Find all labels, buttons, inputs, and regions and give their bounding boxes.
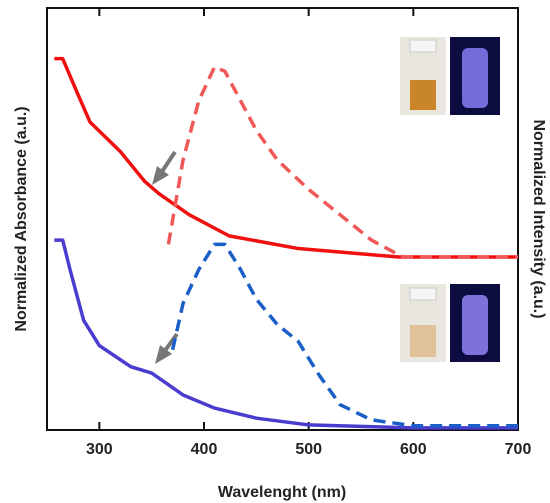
y2-axis-label: Normalized Intensity (a.u.) (530, 119, 547, 318)
line (54, 240, 518, 428)
x-tick-label: 700 (505, 441, 532, 458)
plot-frame (47, 8, 518, 430)
x-axis-label: Wavelenght (nm) (218, 484, 346, 501)
chart: Wavelenght (nm) Normalized Absorbance (a… (0, 0, 550, 503)
x-tick-label: 300 (86, 441, 113, 458)
x-tick-label: 500 (295, 441, 322, 458)
y-axis-label: Normalized Absorbance (a.u.) (13, 106, 30, 331)
x-tick-label: 600 (400, 441, 427, 458)
arrows (152, 152, 177, 364)
line (54, 59, 518, 257)
vial-photo-bottom (400, 284, 500, 362)
vial-photo-top (400, 37, 500, 115)
x-tick-label: 400 (191, 441, 218, 458)
